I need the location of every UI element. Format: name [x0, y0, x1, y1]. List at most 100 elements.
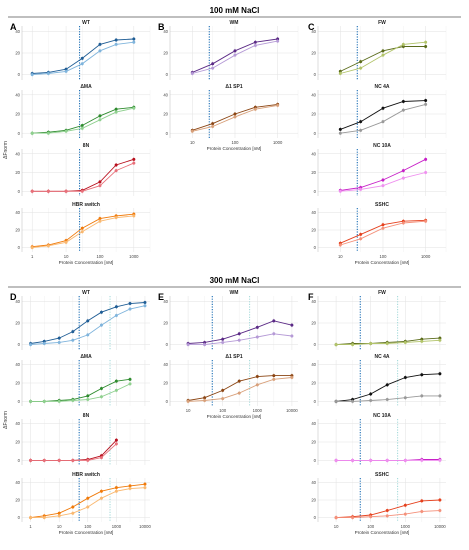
data-point [438, 336, 442, 340]
data-point [29, 399, 33, 403]
data-point [369, 458, 373, 462]
data-point [128, 382, 132, 386]
data-point [424, 219, 428, 223]
data-point [403, 512, 407, 516]
data-point [403, 458, 407, 462]
x-tick-label: 1000 [273, 140, 283, 145]
data-point [359, 120, 363, 124]
panel-title: NC 10A [373, 143, 391, 149]
data-point [98, 217, 102, 221]
panel-title: WT [82, 290, 90, 296]
data-point [128, 377, 132, 381]
data-point [29, 343, 33, 347]
panel-1-0-3: HBR switch 0 20 40 1 10 100 1000 10000 Protein Co… [15, 472, 151, 535]
data-point [80, 124, 84, 128]
y-tick-label: 0 [314, 515, 317, 520]
y-tick-label: 0 [166, 72, 169, 77]
panel-1-2-3: SSHC 0 20 40 10 100 1000 10000 Protein Concentra… [311, 472, 446, 535]
x-axis-label: Protein Concentration [nM] [59, 260, 114, 265]
data-point [71, 398, 75, 402]
data-point [86, 333, 90, 337]
data-point [233, 115, 237, 119]
data-point [253, 43, 257, 47]
y-tick-label: 40 [311, 92, 316, 97]
data-point [272, 332, 276, 336]
data-point [401, 221, 405, 225]
y-tick-label: 20 [15, 381, 20, 386]
data-point [385, 458, 389, 462]
panel-0-2-1: NC 4A 0 20 40 [311, 84, 447, 138]
data-point [438, 394, 442, 398]
data-point [132, 157, 136, 161]
x-tick-label: 1000 [129, 254, 139, 259]
data-point [334, 516, 338, 520]
panel-title: WT [82, 20, 90, 26]
x-tick-label: 10000 [286, 408, 298, 413]
panel-0-1-0: B WM 0 20 40 [158, 20, 299, 80]
data-point [221, 340, 225, 344]
data-point [86, 505, 90, 509]
data-point [338, 72, 342, 76]
data-point [128, 487, 132, 491]
data-point [99, 310, 103, 314]
data-point [114, 169, 118, 173]
data-point [424, 40, 428, 44]
data-point [334, 458, 338, 462]
y-tick-label: 20 [15, 321, 20, 326]
panel-letter: C [308, 22, 315, 32]
data-point [114, 107, 118, 111]
y-tick-label: 20 [15, 51, 20, 56]
data-point [42, 516, 46, 520]
x-axis-label: Protein Concentration [nM] [59, 530, 114, 535]
x-tick-label: 10 [338, 254, 343, 259]
data-point [114, 163, 118, 167]
y-tick-label: 20 [163, 51, 168, 56]
data-point [42, 399, 46, 403]
y-tick-label: 20 [311, 498, 316, 503]
y-tick-label: 0 [166, 342, 169, 347]
data-point [420, 394, 424, 398]
data-point [64, 189, 68, 193]
data-point [420, 339, 424, 343]
panel-letter: F [308, 292, 314, 302]
data-point [338, 69, 342, 73]
data-point [359, 232, 363, 236]
data-point [385, 398, 389, 402]
data-point [438, 372, 442, 376]
data-point [237, 379, 241, 383]
panel-0-2-3: SSHC 0 20 40 10 100 1000 Protein Concentration … [311, 202, 447, 265]
data-point [255, 335, 259, 339]
y-tick-label: 0 [314, 342, 317, 347]
data-point [143, 304, 147, 308]
data-point [420, 509, 424, 513]
x-tick-label: 100 [231, 140, 239, 145]
data-point [272, 377, 276, 381]
data-point [114, 313, 118, 317]
data-point [424, 157, 428, 161]
data-point [253, 40, 257, 44]
panel-title: NC 4A [374, 354, 389, 360]
data-point [351, 516, 355, 520]
x-tick-label: 1 [29, 524, 32, 529]
data-point [186, 343, 190, 347]
data-point [128, 302, 132, 306]
data-point [203, 340, 207, 344]
data-point [98, 114, 102, 118]
data-point [369, 392, 373, 396]
data-point [401, 42, 405, 46]
data-point [385, 342, 389, 346]
panel-0-0-2: 8N 0 20 40 [15, 143, 151, 196]
data-point [57, 399, 61, 403]
panel-1-0-0: D WT 0 20 40 [10, 290, 150, 350]
panel-title: 8N [83, 413, 90, 419]
y-tick-label: 0 [18, 515, 21, 520]
y-tick-label: 0 [166, 399, 169, 404]
data-point [255, 383, 259, 387]
y-tick-label: 40 [15, 29, 20, 34]
data-point [420, 337, 424, 341]
data-point [99, 387, 103, 391]
data-point [46, 131, 50, 135]
data-point [128, 307, 132, 311]
data-point [114, 379, 118, 383]
data-point [424, 171, 428, 174]
